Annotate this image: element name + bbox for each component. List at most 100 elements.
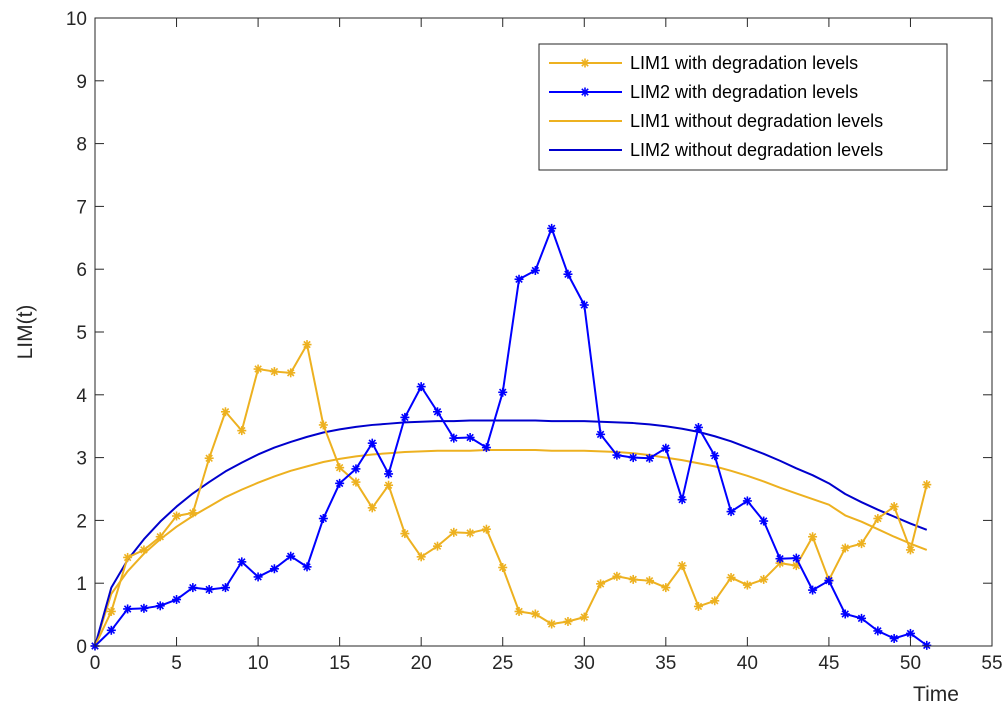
series-1-point <box>498 563 508 572</box>
series-1-point <box>318 420 328 430</box>
series-1-point <box>400 529 410 539</box>
series-2-point <box>449 433 459 443</box>
x-tick-label: 35 <box>655 653 676 674</box>
series-1 <box>90 340 932 651</box>
series-2-point <box>286 551 296 561</box>
series-1-point <box>693 601 703 611</box>
series-2-point <box>905 628 915 638</box>
series-4 <box>94 419 928 647</box>
series-1-point <box>645 576 655 586</box>
series-2-point <box>693 422 703 432</box>
series-1-point <box>106 606 116 616</box>
series-2-point <box>139 603 149 613</box>
x-tick-label: 5 <box>171 653 182 674</box>
series-2-point <box>155 601 165 611</box>
series-3 <box>94 449 928 647</box>
series-1-point <box>889 502 899 512</box>
series-1-point <box>579 612 589 622</box>
x-tick-label: 25 <box>492 653 513 674</box>
series-2-point <box>759 516 769 526</box>
series-2-point <box>824 576 834 586</box>
y-axis-label: LIM(t) <box>14 305 37 360</box>
legend-label: LIM2 without degradation levels <box>630 140 883 160</box>
series-1-line <box>94 343 928 647</box>
series-2-point <box>873 626 883 636</box>
legend-item: LIM1 without degradation levels <box>549 111 883 131</box>
series-1-point <box>628 574 638 584</box>
series-1-point <box>302 340 312 350</box>
legend-label: LIM1 with degradation levels <box>630 53 858 73</box>
y-tick-label: 0 <box>76 637 87 658</box>
series-1-point <box>351 477 361 487</box>
series-1-point <box>612 571 622 581</box>
series-2-point <box>188 583 198 593</box>
series-1-point <box>204 453 214 463</box>
series-1-point <box>123 552 133 562</box>
legend-marker <box>580 87 590 97</box>
y-tick-label: 1 <box>76 574 87 595</box>
series-2-point <box>106 625 116 635</box>
series-1-point <box>808 532 818 542</box>
series-1-point <box>188 508 198 518</box>
y-tick-label: 3 <box>76 449 87 470</box>
series-2-point <box>808 585 818 595</box>
series-1-point <box>710 596 720 606</box>
series-1-point <box>726 573 736 583</box>
series-2-point <box>432 407 442 417</box>
series-1-point <box>139 545 149 555</box>
series-1-point <box>873 514 883 524</box>
series-2-point <box>840 609 850 619</box>
series-1-point <box>742 580 752 590</box>
series-2-point <box>498 387 508 397</box>
series-2-point <box>710 451 720 461</box>
series-2-point <box>645 453 655 463</box>
legend-item: LIM1 with degradation levels <box>549 53 858 73</box>
series-1-point <box>465 528 475 538</box>
series-1-point <box>367 503 377 513</box>
series-2-point <box>367 438 377 448</box>
x-tick-label: 30 <box>574 653 595 674</box>
series-2-point <box>563 269 573 279</box>
series-2-point <box>579 300 589 310</box>
series-3-line <box>94 449 928 647</box>
series-1-point <box>416 552 426 562</box>
x-tick-label: 10 <box>248 653 269 674</box>
series-1-point <box>840 543 850 553</box>
series-2-point <box>302 562 312 572</box>
x-tick-label: 20 <box>411 653 432 674</box>
y-tick-label: 10 <box>66 9 87 30</box>
y-tick-label: 7 <box>76 197 87 218</box>
series-2-point <box>775 554 785 564</box>
series-2-point <box>596 429 606 439</box>
series-2-point <box>922 640 932 650</box>
series-2-point <box>742 496 752 506</box>
series-2-point <box>791 553 801 563</box>
series-2-point <box>351 464 361 474</box>
series-1-point <box>253 364 263 374</box>
series-2-point <box>384 469 394 479</box>
series-1-point <box>432 541 442 551</box>
legend-item: LIM2 without degradation levels <box>549 140 883 160</box>
series-2-point <box>465 433 475 443</box>
series-4-line <box>94 419 928 647</box>
x-axis-label: Time <box>913 683 959 706</box>
series-2-point <box>889 633 899 643</box>
series-2-point <box>530 265 540 275</box>
series-2-point <box>628 453 638 463</box>
series-1-point <box>905 545 915 555</box>
series-1-point <box>922 480 932 490</box>
series-1-point <box>514 606 524 616</box>
x-tick-label: 45 <box>818 653 839 674</box>
series-1-point <box>596 579 606 589</box>
series-2-point <box>677 495 687 505</box>
series-2-point <box>123 604 133 614</box>
series-1-point <box>759 574 769 584</box>
legend-label: LIM1 without degradation levels <box>630 111 883 131</box>
series-2-point <box>726 507 736 517</box>
series-2-point <box>335 478 345 488</box>
x-tick-label: 55 <box>981 653 1002 674</box>
series-1-point <box>269 367 279 377</box>
series-1-point <box>530 609 540 619</box>
